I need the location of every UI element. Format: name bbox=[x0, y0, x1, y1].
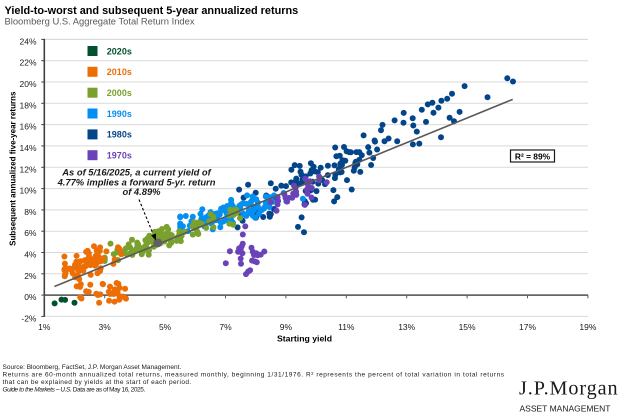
svg-text:11%: 11% bbox=[338, 322, 355, 332]
svg-text:18%: 18% bbox=[19, 100, 36, 110]
svg-text:Starting yield: Starting yield bbox=[277, 333, 332, 343]
svg-text:6%: 6% bbox=[24, 228, 37, 238]
svg-text:1%: 1% bbox=[38, 322, 51, 332]
svg-text:12%: 12% bbox=[19, 164, 36, 174]
svg-text:-2%: -2% bbox=[21, 313, 37, 323]
svg-text:Yield-to-worst and subsequent: Yield-to-worst and subsequent 5-year ann… bbox=[5, 5, 299, 17]
svg-text:14%: 14% bbox=[19, 143, 36, 153]
svg-text:4.77% implies a forward 5-yr.: 4.77% implies a forward 5-yr. return bbox=[57, 176, 216, 187]
svg-text:Bloomberg U.S. Aggregate Total: Bloomberg U.S. Aggregate Total Return In… bbox=[5, 16, 195, 27]
svg-text:1980s: 1980s bbox=[107, 130, 132, 140]
svg-text:22%: 22% bbox=[19, 58, 36, 68]
svg-text:Source: Bloomberg, FactSet, J.: Source: Bloomberg, FactSet, J.P. Morgan … bbox=[3, 364, 182, 371]
svg-text:5%: 5% bbox=[159, 322, 172, 332]
svg-text:0%: 0% bbox=[24, 292, 37, 302]
svg-text:ASSET MANAGEMENT: ASSET MANAGEMENT bbox=[520, 403, 611, 413]
svg-text:15%: 15% bbox=[459, 322, 476, 332]
svg-text:19%: 19% bbox=[579, 322, 596, 332]
svg-text:16%: 16% bbox=[19, 122, 36, 132]
svg-text:7%: 7% bbox=[219, 322, 232, 332]
svg-text:13%: 13% bbox=[398, 322, 415, 332]
svg-text:2%: 2% bbox=[24, 271, 37, 281]
svg-text:2010s: 2010s bbox=[107, 67, 132, 77]
svg-text:17%: 17% bbox=[519, 322, 536, 332]
svg-text:2020s: 2020s bbox=[107, 46, 132, 56]
svg-text:2000s: 2000s bbox=[107, 88, 132, 98]
svg-text:Guide to the Markets – U.S. Da: Guide to the Markets – U.S. Data are as … bbox=[3, 387, 146, 394]
svg-text:Returns are 60-month annualize: Returns are 60-month annualized total re… bbox=[3, 371, 505, 378]
svg-text:20%: 20% bbox=[19, 79, 36, 89]
svg-text:1970s: 1970s bbox=[107, 151, 132, 161]
svg-text:1990s: 1990s bbox=[107, 109, 132, 119]
svg-text:8%: 8% bbox=[24, 207, 37, 217]
svg-text:As of 5/16/2025, a current yie: As of 5/16/2025, a current yield of bbox=[61, 167, 211, 178]
svg-text:9%: 9% bbox=[280, 322, 293, 332]
svg-text:J.P.Morgan: J.P.Morgan bbox=[519, 378, 619, 400]
svg-text:that can be explained by yield: that can be explained by yields at the s… bbox=[3, 379, 192, 386]
svg-text:R² = 89%: R² = 89% bbox=[515, 151, 551, 161]
svg-text:24%: 24% bbox=[19, 36, 36, 46]
svg-text:10%: 10% bbox=[19, 186, 36, 196]
svg-text:3%: 3% bbox=[99, 322, 112, 332]
svg-text:Subsequent annualized five-yea: Subsequent annualized five-year returns bbox=[8, 91, 17, 246]
svg-text:4%: 4% bbox=[24, 250, 37, 260]
svg-text:of 4.89%: of 4.89% bbox=[122, 186, 161, 197]
